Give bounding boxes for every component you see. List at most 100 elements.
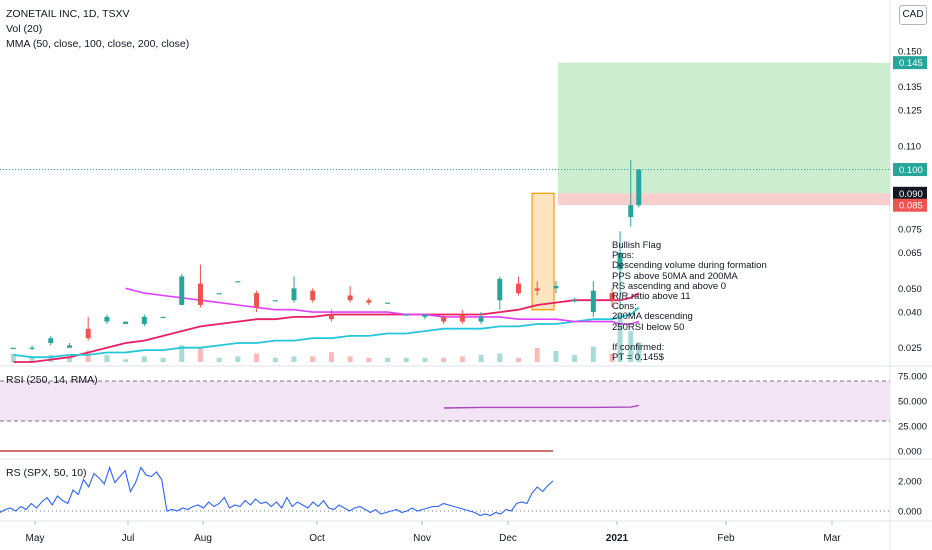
price-tag-label: 0.100 — [899, 165, 923, 176]
volume-bar — [66, 357, 72, 362]
candle-body — [553, 285, 559, 289]
volume-bar — [29, 356, 35, 362]
candle-body — [403, 314, 409, 316]
price-axis[interactable]: 0.025 0.040 0.050 0.065 0.075 0.090 0.110 0.125… — [898, 46, 927, 517]
candles — [10, 160, 642, 351]
candle-body — [328, 314, 334, 320]
moving-averages — [13, 287, 640, 363]
time-axis-label: Jul — [122, 533, 135, 544]
price-tag-label: 0.145 — [899, 58, 923, 69]
volume-bar — [179, 345, 185, 362]
annotation-line: PPS above 50MA and 200MA — [612, 270, 738, 282]
candle-body — [366, 300, 372, 303]
volume-bar — [85, 350, 91, 362]
volume-bar — [636, 342, 642, 362]
candle-body — [497, 278, 503, 301]
volume-bar — [328, 352, 334, 362]
moving-average-line — [125, 287, 640, 325]
volume-bar — [104, 355, 110, 362]
rsi-pane — [0, 380, 890, 452]
price-axis-label: 0.150 — [898, 46, 922, 57]
volume-bar — [572, 355, 578, 362]
rs-axis-label: 0.000 — [898, 507, 922, 518]
volume-bar — [385, 357, 391, 362]
rs-pane — [0, 465, 890, 517]
price-axis-label: 0.050 — [898, 284, 922, 295]
candle-body — [179, 276, 185, 305]
flag-highlight-box — [531, 192, 555, 311]
candle-body — [617, 252, 623, 270]
candle-body — [10, 347, 16, 349]
volume-bar — [160, 357, 166, 362]
rsi-band — [0, 381, 890, 421]
candle-body — [291, 288, 297, 301]
time-axis-label: Mar — [823, 533, 841, 544]
time-axis-label: Nov — [413, 533, 431, 544]
volume-bar — [617, 313, 623, 362]
candle-body — [422, 314, 428, 317]
rsi-line — [443, 404, 639, 409]
volume-bar — [291, 356, 297, 362]
stop-loss-zone — [558, 193, 890, 206]
price-tag-label: 0.085 — [899, 201, 923, 212]
annotation-line: If confirmed: — [612, 341, 665, 353]
candle-body — [66, 345, 72, 348]
time-axis-label: Feb — [717, 533, 735, 544]
annotation-line: 250RSI below 50 — [612, 321, 685, 333]
candle-body — [235, 281, 241, 283]
volume-bar — [366, 357, 372, 362]
candle-body — [590, 290, 596, 313]
volume-bar — [10, 353, 16, 362]
candle-body — [29, 347, 35, 349]
volume-bar — [123, 359, 129, 362]
price-axis-label: 0.065 — [898, 248, 922, 259]
candle-body — [197, 283, 203, 305]
candle-body — [636, 169, 642, 206]
candle-body — [478, 316, 484, 322]
time-axis-label: 2021 — [606, 533, 629, 544]
candle-body — [609, 293, 615, 301]
price-axis-label: 0.135 — [898, 82, 922, 93]
candle-body — [141, 316, 147, 324]
volume-bar — [141, 356, 147, 362]
price-tag — [893, 198, 927, 212]
mma-indicator-label: MMA (50, close, 100, close, 200, close) — [6, 38, 190, 50]
volume-bar — [403, 357, 409, 362]
volume-bar — [553, 350, 559, 362]
volume-bar — [235, 356, 241, 362]
volume-bar — [441, 357, 447, 362]
annotation-line: PT = 0.145$ — [612, 352, 664, 364]
candle-body — [272, 300, 278, 302]
currency-button[interactable]: CAD — [899, 5, 927, 25]
candle-body — [48, 338, 54, 343]
candle-body — [628, 205, 634, 218]
volume-bar — [254, 353, 260, 362]
price-axis-label: 0.025 — [898, 343, 922, 354]
rsi-axis-label: 0.000 — [898, 447, 922, 458]
candle-body — [85, 328, 91, 339]
rsi-axis-label: 75.000 — [898, 372, 927, 383]
price-tag — [893, 163, 927, 177]
price-tag — [893, 186, 927, 200]
annotation-line: Descending volume during formation — [612, 260, 767, 272]
trade-idea-annotation: Bullish Flag Pros: Descending volume dur… — [612, 240, 767, 364]
price-tag — [893, 56, 927, 70]
candle-body — [310, 290, 316, 301]
volume-bar — [609, 353, 615, 362]
candle-body — [572, 300, 578, 302]
volume-bar — [478, 355, 484, 362]
annotation-line: RS ascending and above 0 — [612, 280, 727, 292]
volume-bar — [272, 357, 278, 362]
candle-body — [459, 314, 465, 322]
rs-indicator-label: RS (SPX, 50, 10) — [6, 467, 87, 479]
volume-bar — [590, 346, 596, 362]
time-axis[interactable]: May Jul Aug Oct Nov Dec 2021 Feb Mar — [26, 521, 842, 544]
volume-bar — [534, 348, 540, 362]
candle-body — [216, 293, 222, 295]
time-axis-label: Oct — [309, 533, 325, 544]
rsi-indicator-label: RSI (250, 14, RMA) — [6, 374, 98, 386]
candle-body — [254, 293, 260, 308]
candle-body — [123, 321, 129, 324]
volume-bar — [515, 357, 521, 362]
